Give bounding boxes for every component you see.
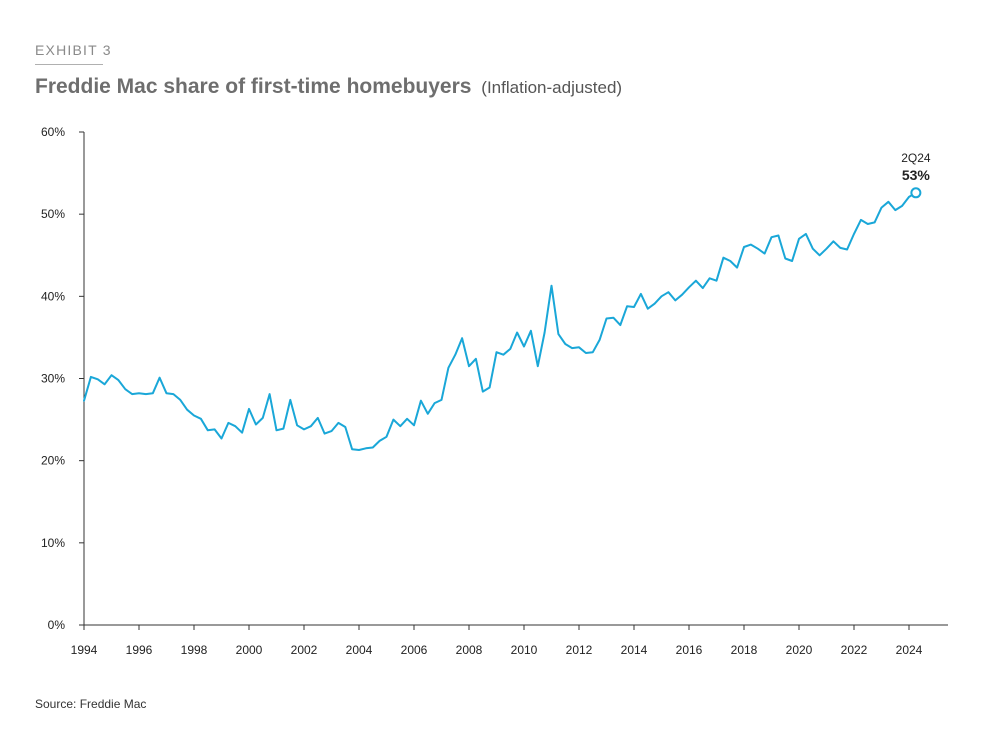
- x-tick-label: 2002: [291, 643, 318, 657]
- x-tick-label: 2022: [841, 643, 868, 657]
- x-tick-label: 2008: [456, 643, 483, 657]
- chart-axes: [83, 132, 948, 626]
- y-tick-label: 30%: [41, 372, 65, 386]
- x-tick-label: 1998: [181, 643, 208, 657]
- y-tick-label: 0%: [48, 618, 66, 632]
- x-tick-label: 2014: [621, 643, 648, 657]
- chart-annotations: 2Q24 53%: [901, 151, 931, 199]
- x-tick-label: 1994: [71, 643, 98, 657]
- x-tick-label: 2012: [566, 643, 593, 657]
- x-tick-label: 2020: [786, 643, 813, 657]
- series-line: [83, 191, 917, 451]
- x-tick-label: 2016: [676, 643, 703, 657]
- y-tick-label: 60%: [41, 125, 65, 139]
- chart-title-main: Freddie Mac share of first-time homebuye…: [35, 75, 472, 98]
- y-tick-label: 50%: [41, 207, 65, 221]
- x-tick-label: 2000: [236, 643, 263, 657]
- source-note: Source: Freddie Mac: [35, 697, 147, 711]
- y-axis-ticks: 0% 10% 20% 30% 40% 50% 60%: [41, 125, 84, 632]
- annotation-value-label: 53%: [902, 167, 931, 183]
- x-tick-label: 1996: [126, 643, 153, 657]
- chart-title: Freddie Mac share of first-time homebuye…: [35, 75, 622, 99]
- chart-series: [83, 191, 917, 451]
- chart-subtitle: (Inflation-adjusted): [481, 78, 623, 97]
- x-axis-ticks: 1994 1996 1998 2000 2002 2004 2006 2008 2010 2012…: [71, 625, 923, 657]
- x-tick-label: 2006: [401, 643, 428, 657]
- annotation-period-label: 2Q24: [901, 151, 931, 165]
- x-tick-label: 2018: [731, 643, 758, 657]
- y-tick-label: 20%: [41, 454, 65, 468]
- y-tick-label: 10%: [41, 536, 65, 550]
- x-tick-label: 2004: [346, 643, 373, 657]
- x-tick-label: 2010: [511, 643, 538, 657]
- x-tick-label: 2024: [896, 643, 923, 657]
- exhibit-underline: [35, 64, 103, 65]
- latest-point-marker: [910, 187, 922, 199]
- exhibit-label: EXHIBIT 3: [35, 42, 112, 58]
- y-tick-label: 40%: [41, 289, 65, 303]
